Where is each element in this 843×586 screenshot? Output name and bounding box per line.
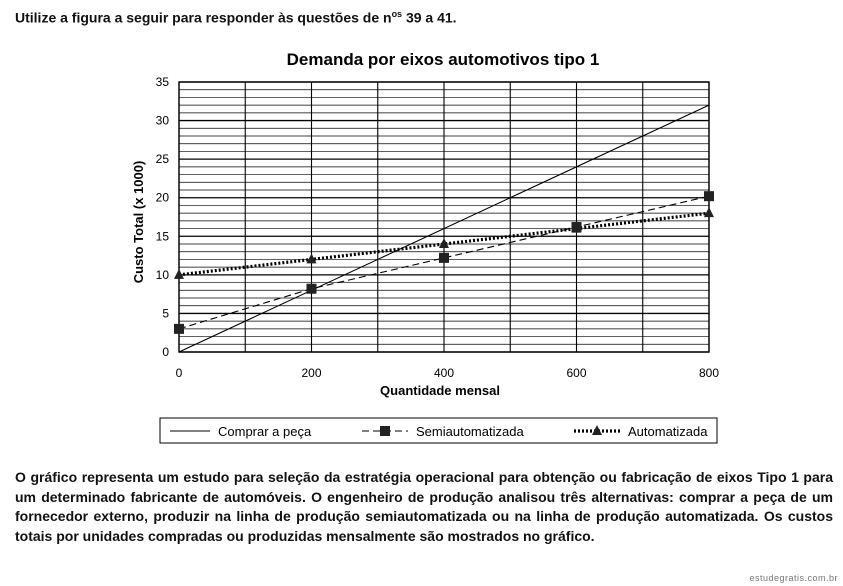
y-tick-label: 10	[156, 268, 170, 282]
marker-square	[306, 283, 317, 294]
y-tick-label: 0	[162, 345, 169, 359]
marker-triangle	[174, 268, 184, 279]
watermark: estudegratis.com.br	[749, 573, 838, 583]
legend-label: Comprar a peça	[218, 424, 312, 439]
grid-lines	[178, 81, 710, 353]
question-paragraph: O gráfico representa um estudo para sele…	[15, 469, 833, 544]
x-tick-label: 800	[699, 366, 719, 380]
legend: Comprar a peça Semiautomatizada Automatiza…	[159, 417, 718, 444]
x-tick-label: 0	[176, 366, 183, 380]
series-line-semiautomatizada	[178, 195, 710, 330]
y-axis-label: Custo Total (x 1000)	[131, 161, 146, 284]
legend-label: Automatizada	[628, 424, 708, 439]
marker-triangle	[306, 253, 317, 264]
y-tick-label: 20	[156, 191, 170, 205]
series-line-comprar-a-pec-a	[178, 104, 710, 353]
question-header: Utilize a figura a seguir para responder…	[15, 9, 457, 26]
legend-label: Semiautomatizada	[416, 424, 524, 439]
x-tick-label: 600	[566, 366, 586, 380]
cost-chart: Demanda por eixos automotivos tipo 1 0 5 1…	[131, 50, 719, 444]
legend-marker-triangle	[592, 425, 602, 435]
marker-square	[704, 191, 714, 202]
y-tick-label: 5	[162, 306, 169, 320]
chart-title: Demanda por eixos automotivos tipo 1	[287, 50, 600, 69]
x-tick-label: 400	[434, 366, 454, 380]
legend-marker-square	[380, 426, 390, 436]
marker-triangle	[571, 222, 582, 233]
marker-square	[439, 252, 449, 263]
y-tick-label: 15	[156, 229, 170, 243]
x-axis-label: Quantidade mensal	[380, 383, 500, 398]
series-line-automatizada	[178, 211, 710, 277]
marker-square	[174, 323, 184, 334]
y-tick-label: 30	[156, 114, 170, 128]
legend-box	[159, 417, 718, 444]
y-tick-label: 25	[156, 152, 170, 166]
x-tick-label: 200	[301, 366, 321, 380]
marker-triangle	[439, 238, 449, 248]
y-tick-label: 35	[156, 75, 170, 89]
marker-triangle	[704, 207, 714, 218]
